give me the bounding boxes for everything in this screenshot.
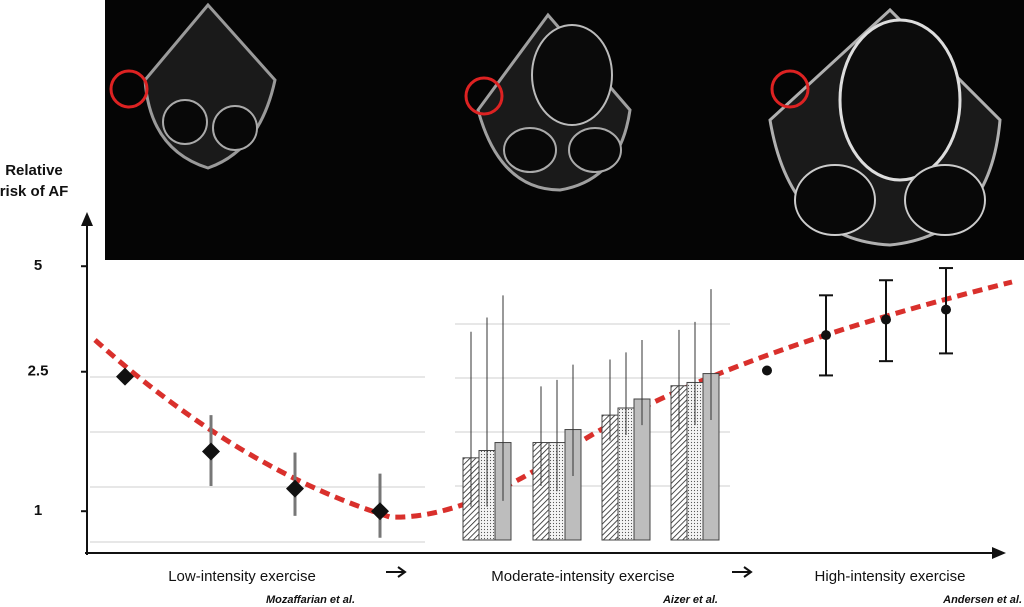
point (941, 304, 951, 315)
y-tick-label: 2.5 (28, 363, 49, 380)
source-label: Aizer et al. (662, 594, 718, 606)
point (116, 367, 134, 386)
point (762, 365, 772, 376)
echo-images (105, 0, 1024, 260)
arrow (386, 566, 407, 578)
source-label: Andersen et al. (942, 594, 1022, 606)
arrow (732, 566, 753, 578)
point (881, 314, 891, 325)
y-axis-label: Relative (5, 162, 63, 179)
y-axis-arrow (81, 212, 93, 226)
point (202, 442, 220, 461)
y-tick-label: 1 (34, 502, 42, 519)
y-axis-label: risk of AF (0, 183, 68, 200)
point (371, 502, 389, 521)
y-tick-label: 5 (34, 257, 42, 274)
source-label: Mozaffarian et al. (266, 594, 355, 606)
x-axis-arrow (992, 547, 1006, 559)
point (821, 330, 831, 341)
point (286, 479, 304, 498)
x-category-label: High-intensity exercise (815, 568, 966, 585)
x-category-label: Moderate-intensity exercise (491, 568, 674, 585)
x-category-label: Low-intensity exercise (168, 568, 316, 585)
